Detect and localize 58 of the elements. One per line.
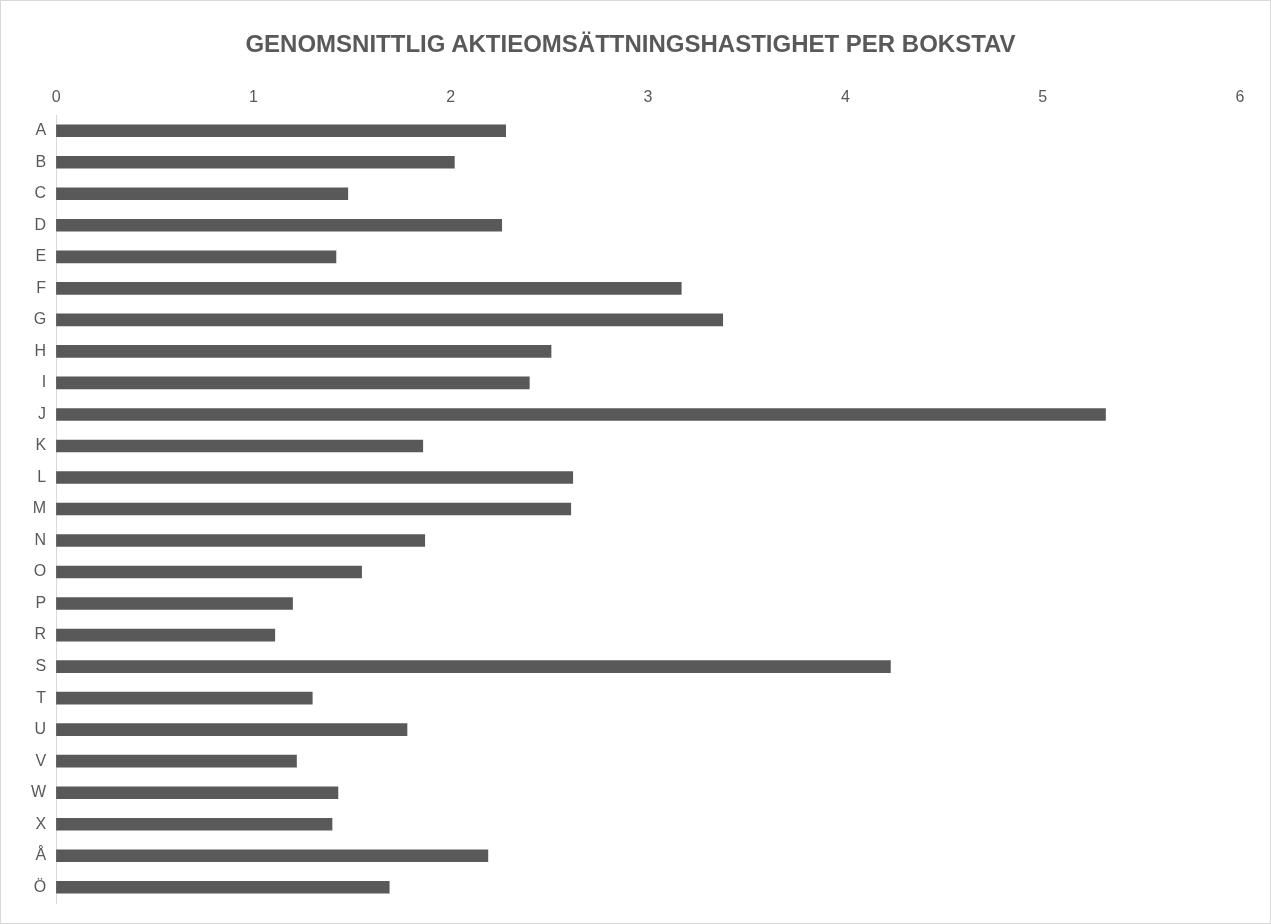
- bar: [56, 250, 337, 264]
- x-tick-label: 1: [248, 87, 258, 105]
- y-tick-label: M: [32, 499, 47, 517]
- y-tick-label: H: [34, 341, 47, 359]
- x-tick-label: 4: [840, 87, 850, 105]
- y-tick-label: X: [35, 814, 47, 832]
- x-tick-label: 0: [51, 87, 61, 105]
- bar: [56, 376, 530, 390]
- bar: [56, 786, 339, 799]
- bar: [56, 565, 362, 579]
- y-tick-label: F: [36, 278, 47, 296]
- bar: [56, 691, 313, 705]
- bar: [56, 880, 390, 894]
- y-tick-label: V: [35, 751, 47, 769]
- x-tick-label: 6: [1235, 87, 1245, 105]
- x-tick-label: 5: [1038, 87, 1048, 105]
- bar: [56, 597, 293, 610]
- bar: [56, 817, 333, 831]
- bar: [56, 502, 572, 516]
- bar: [56, 124, 506, 138]
- bar: [56, 345, 552, 358]
- bar: [56, 313, 724, 327]
- y-tick-label: S: [35, 657, 47, 675]
- bar: [56, 723, 408, 736]
- y-tick-label: P: [35, 593, 47, 611]
- y-tick-label: I: [41, 373, 47, 391]
- bar: [56, 408, 1106, 421]
- y-tick-label: D: [34, 215, 47, 233]
- bar: [56, 849, 489, 863]
- y-tick-label: A: [35, 121, 47, 139]
- y-tick-label: T: [36, 688, 47, 706]
- bar: [56, 282, 682, 295]
- bar: [56, 754, 297, 768]
- y-tick-label: C: [34, 184, 47, 202]
- y-tick-label: Å: [35, 845, 47, 864]
- y-tick-label: U: [34, 720, 47, 738]
- y-tick-label: G: [33, 310, 47, 328]
- bar: [56, 628, 276, 642]
- chart-title: GENOMSNITTLIG AKTIEOMSÄTTNINGSHASTIGHET PER BOKSTAV: [245, 30, 1016, 58]
- y-tick-label: W: [30, 783, 47, 801]
- bar: [56, 534, 426, 547]
- bar: [56, 660, 891, 673]
- y-tick-label: Ö: [33, 877, 47, 895]
- bar: [56, 471, 574, 484]
- y-tick-label: K: [35, 436, 47, 454]
- y-tick-label: R: [34, 625, 47, 643]
- y-tick-label: E: [35, 247, 47, 265]
- x-tick-label: 3: [643, 87, 653, 105]
- bar: [56, 155, 455, 169]
- x-tick-label: 2: [446, 87, 456, 105]
- y-tick-label: O: [33, 562, 47, 580]
- bar: [56, 219, 503, 232]
- y-tick-label: N: [34, 530, 47, 548]
- y-tick-label: J: [38, 404, 47, 422]
- bar: [56, 187, 349, 201]
- y-tick-label: B: [35, 152, 47, 170]
- bar: [56, 439, 424, 453]
- y-tick-label: L: [37, 467, 47, 485]
